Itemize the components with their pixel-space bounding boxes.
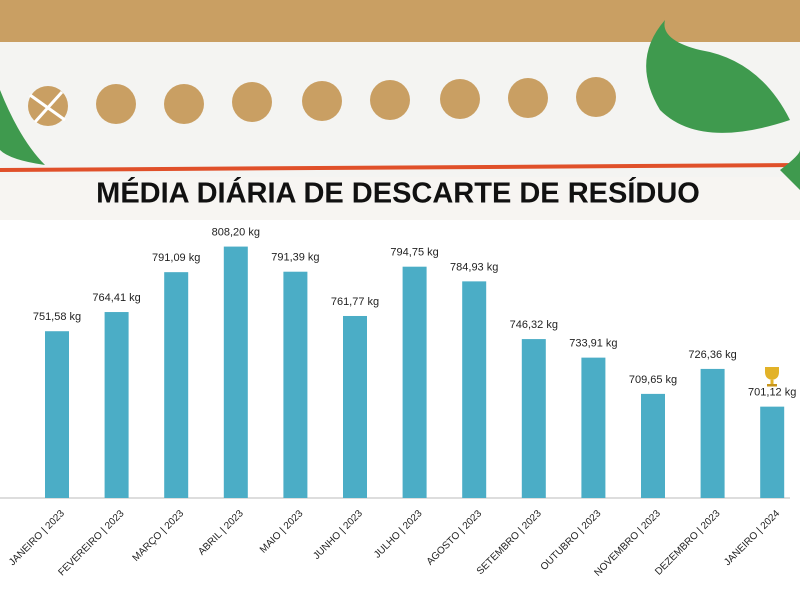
- leaf-right: [646, 20, 790, 133]
- bar: [223, 246, 248, 498]
- bar: [283, 271, 308, 498]
- value-label: 764,41 kg: [92, 292, 140, 304]
- paper-lined: [0, 177, 800, 220]
- bar: [700, 368, 725, 498]
- leaf-left: [0, 90, 45, 165]
- chart-title: MÉDIA DIÁRIA DE DESCARTE DE RESÍDUO: [96, 176, 700, 210]
- value-label: 726,36 kg: [688, 349, 736, 361]
- value-label: 701,12 kg: [748, 387, 796, 399]
- bar: [760, 406, 785, 498]
- value-label: 784,93 kg: [450, 261, 498, 273]
- bar: [343, 315, 367, 498]
- value-label: 733,91 kg: [569, 338, 617, 350]
- cross: [29, 90, 66, 124]
- value-label: 791,09 kg: [152, 252, 200, 264]
- value-label: 794,75 kg: [390, 247, 438, 259]
- bar: [104, 312, 129, 498]
- bar: [45, 331, 69, 498]
- trophy-icon: [765, 367, 779, 387]
- header-decoration: [0, 0, 800, 220]
- bar: [521, 339, 546, 498]
- value-label: 791,39 kg: [271, 252, 319, 264]
- bar: [641, 393, 665, 498]
- bar: [462, 281, 487, 498]
- value-label: 751,58 kg: [33, 311, 81, 323]
- bar: [164, 272, 189, 498]
- value-label: 808,20 kg: [212, 226, 260, 238]
- red-line: [0, 163, 800, 172]
- chart-area: [0, 220, 800, 600]
- value-label: 746,32 kg: [510, 319, 558, 331]
- bar: [581, 357, 606, 498]
- bar: [402, 266, 427, 498]
- leaf-corner: [780, 150, 800, 190]
- value-label: 761,77 kg: [331, 296, 379, 308]
- value-label: 709,65 kg: [629, 374, 677, 386]
